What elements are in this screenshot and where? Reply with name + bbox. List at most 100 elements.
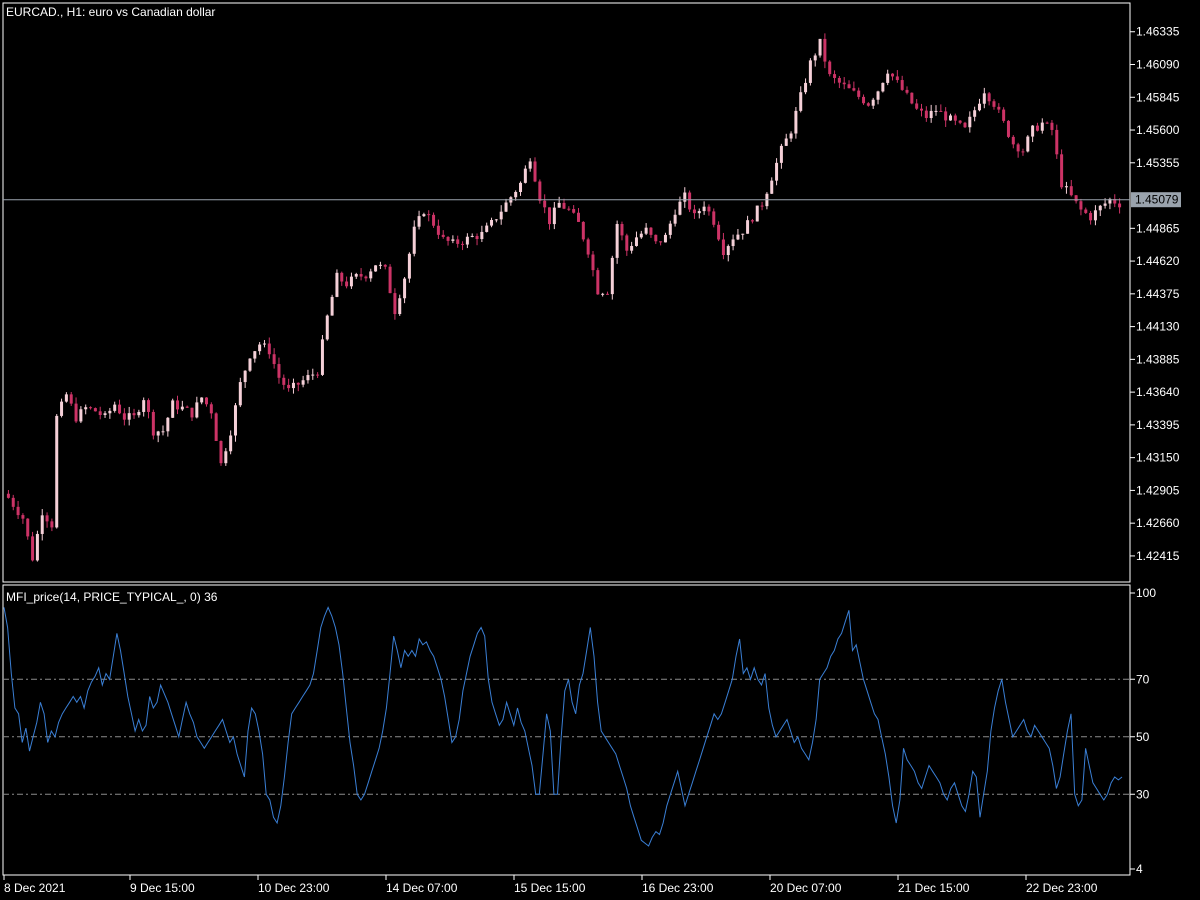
candle-body [707,206,711,212]
candle-body [1031,125,1035,137]
price-tick-label: 1.46335 [1136,25,1180,39]
candle-body [833,74,837,78]
candle-body [93,408,97,412]
candle-body [432,214,436,226]
candle-body [1118,203,1122,208]
candle-body [731,239,735,247]
candle-body [1050,122,1054,130]
current-price-badge [1131,192,1181,208]
candle-body [151,411,155,436]
candle-body [330,296,334,316]
candle-body [185,406,189,408]
candle-body [910,92,914,104]
candle-body [644,227,648,234]
chart-title: EURCAD., H1: euro vs Canadian dollar [6,5,215,19]
indicator-panel[interactable]: 100 70 50 30 4 MFI_price(14, PRICE_TYPICAL_,… [2,584,1156,876]
price-tick-label: 1.42660 [1136,516,1180,530]
candle-body [601,293,605,295]
time-tick-label: 8 Dec 2021 [4,881,66,895]
candle-body [316,374,320,376]
candle-body [1093,210,1097,221]
candle-body [378,264,382,266]
candle-body [746,220,750,234]
candle-body [127,413,131,420]
candle-body [523,168,527,183]
candle-body [572,209,576,213]
candle-body [702,206,706,212]
candle-body [586,239,590,255]
candle-body [944,111,948,121]
candle-body [862,96,866,104]
candle-body [480,231,484,240]
candle-body [258,344,262,352]
price-panel[interactable]: 1.46335 1.46090 1.45845 1.45600 1.45355 1.448… [2,2,1181,583]
candle-body [987,93,991,102]
price-tick-label: 1.44865 [1136,221,1180,235]
candle-body [219,440,223,464]
candle-body [871,99,875,106]
candle-body [968,116,972,128]
candle-body [750,220,754,222]
candle-body [1089,212,1093,221]
candle-body [741,233,745,235]
candle-body [335,272,339,297]
candle-body [813,55,817,61]
candle-body [620,224,624,236]
candle-body [40,515,44,534]
mfi-tick-label: 30 [1136,787,1150,801]
candle-body [876,91,880,100]
candle-body [369,271,373,279]
candle-body [383,264,387,267]
candle-body [562,202,566,209]
candle-body [1021,151,1025,153]
candle-body [982,93,986,104]
candle-body [214,413,218,441]
candle-body [262,343,266,345]
candle-body [485,225,489,232]
candle-body [958,120,962,123]
candle-body [325,315,329,340]
candle-body [1011,136,1015,145]
candle-body [494,219,498,221]
candle-body [84,407,88,410]
candle-body [272,354,276,365]
candle-body [948,115,952,121]
candle-body [176,400,180,410]
candle-body [74,403,78,422]
candle-body [697,211,701,214]
candle-body [171,400,175,418]
candle-body [543,200,547,208]
candle-body [837,77,841,83]
candle-body [108,410,112,414]
mfi-tick-label: 100 [1136,586,1156,600]
candle-body [726,246,730,256]
candle-body [248,358,252,371]
mfi-axis: 100 70 50 30 4 [1130,586,1156,876]
candle-body [504,202,508,212]
candle-body [470,235,474,237]
candle-body [692,209,696,214]
price-tick-label: 1.43150 [1136,451,1180,465]
candle-body [567,208,571,210]
time-tick-label: 14 Dec 07:00 [386,881,458,895]
candle-body [446,236,450,241]
candle-body [538,181,542,201]
candle-body [779,145,783,163]
candle-body [277,364,281,378]
candle-body [576,212,580,222]
candle-body [238,382,242,406]
candle-body [166,417,170,432]
candle-body [915,103,919,109]
candle-body [683,192,687,202]
indicator-panel-frame [2,584,1131,876]
candle-body [514,191,518,198]
indicator-title: MFI_price(14, PRICE_TYPICAL_, 0) 36 [6,590,218,604]
candle-body [924,110,928,119]
candle-body [886,73,890,83]
candle-body [973,110,977,117]
time-tick-label: 15 Dec 15:00 [514,881,586,895]
candle-body [320,339,324,375]
candle-body [1098,205,1102,211]
